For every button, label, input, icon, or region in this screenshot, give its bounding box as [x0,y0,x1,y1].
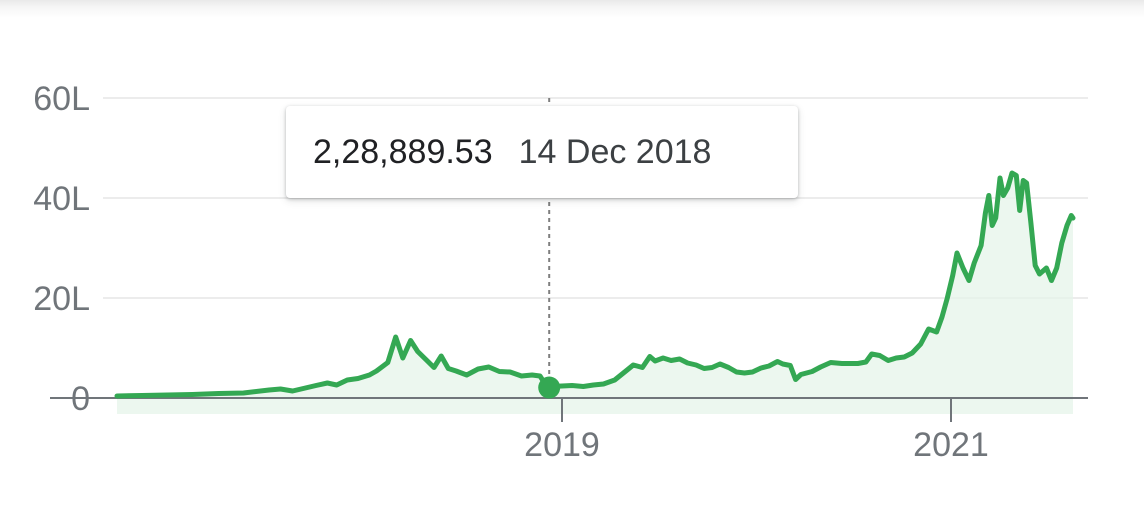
y-tick-label: 20L [33,280,90,318]
y-tick-label: 40L [33,180,90,218]
area-fill [117,173,1073,414]
tooltip: 2,28,889.53 14 Dec 2018 [286,106,798,198]
tooltip-date: 14 Dec 2018 [518,132,712,171]
grid-lines [103,97,1088,299]
y-tick-label: 60L [33,80,90,118]
x-axis-ticks: 2019 2021 [524,398,989,464]
tooltip-value: 2,28,889.53 [313,132,493,171]
top-shadow [0,0,1144,18]
series-line [114,170,1076,399]
x-tick-label: 2019 [524,426,600,464]
x-tick-label: 2021 [913,426,989,464]
highlight-point[interactable] [538,376,561,399]
